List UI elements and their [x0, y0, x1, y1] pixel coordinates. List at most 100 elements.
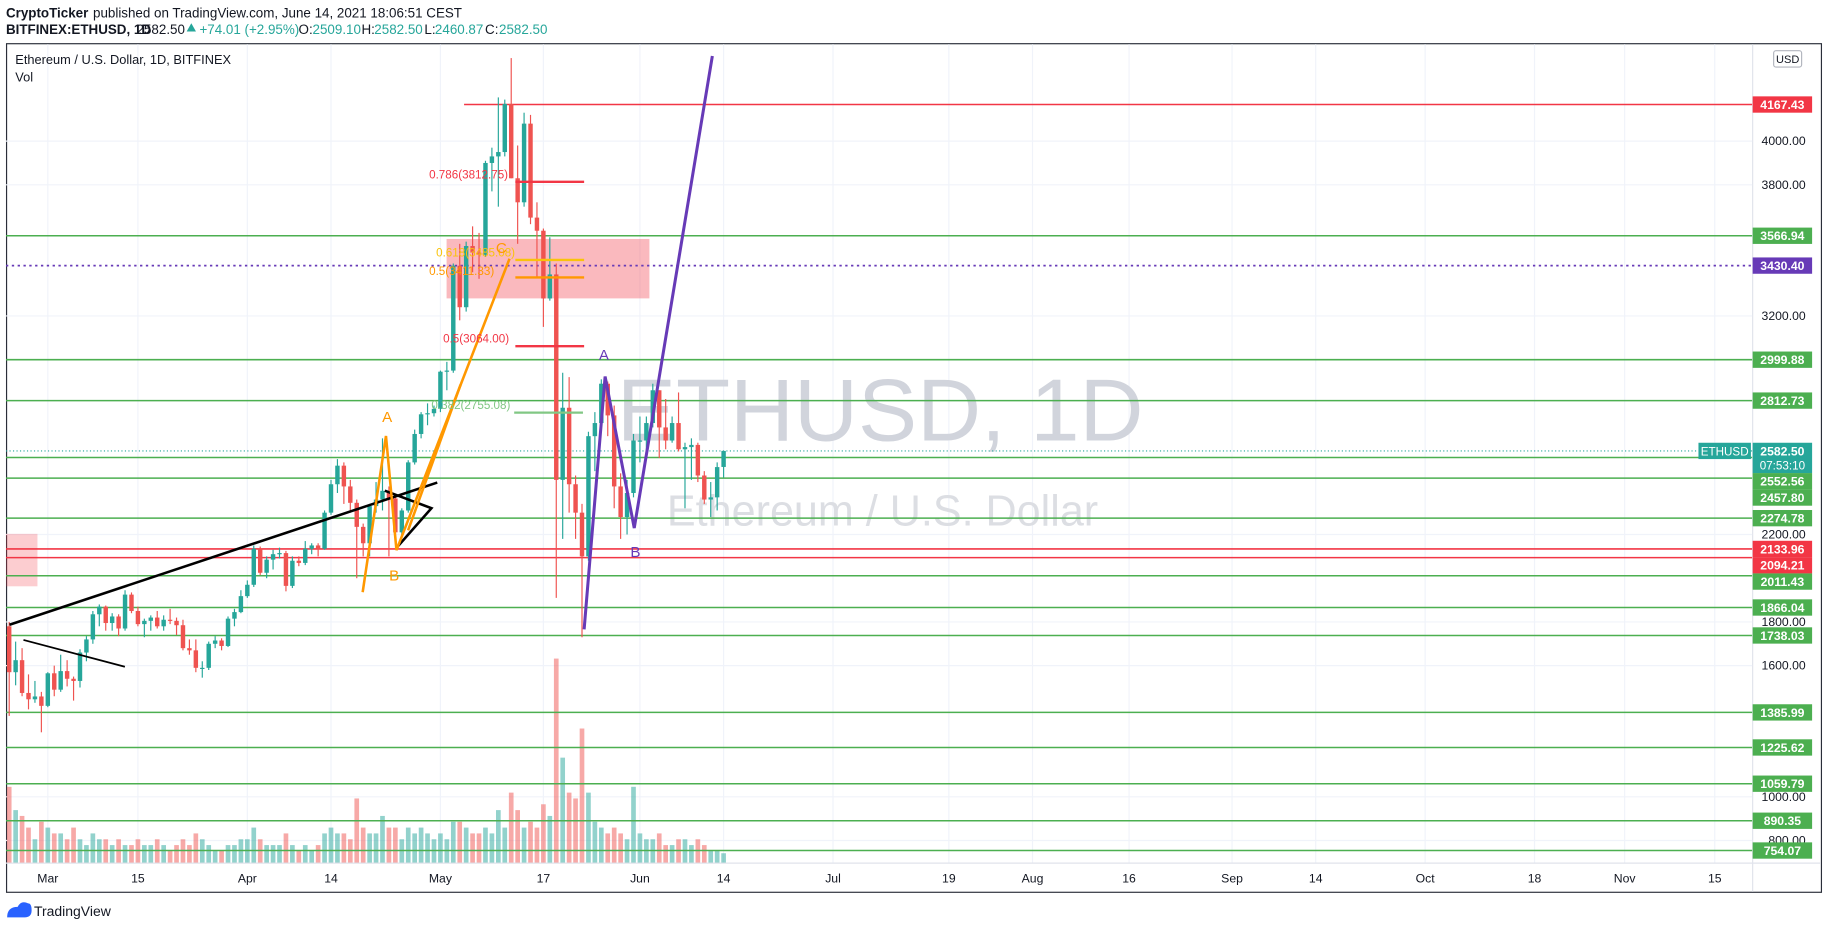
abc-pattern-leg [406, 384, 462, 531]
candle-body [496, 152, 501, 157]
volume-bar [302, 845, 308, 863]
candle-body [174, 620, 179, 626]
volume-bar [438, 833, 443, 863]
header-line-1: CryptoTicker published on TradingView.com… [6, 5, 462, 20]
volume-bar [90, 833, 96, 863]
volume-bar [528, 821, 533, 863]
volume-bar [515, 810, 520, 863]
header-line-2: BITFINEX:ETHUSD, 1D 2582.50 +74.01 (+2.9… [6, 22, 547, 37]
volume-bar [39, 821, 44, 863]
candle-body [71, 678, 76, 681]
candle-body [303, 548, 308, 563]
price-level-tag [1752, 540, 1813, 558]
candle-body [502, 103, 507, 153]
candle-body [360, 526, 366, 544]
volume-bar [541, 804, 546, 863]
close: 2582.50 [499, 22, 547, 37]
fib-label: 0.786(3812.75) [429, 168, 508, 181]
y-tick-label: 3800.00 [1762, 178, 1806, 192]
zone [5, 533, 38, 587]
candle-body [534, 217, 540, 231]
candle-body [624, 492, 630, 518]
x-tick-label: 14 [324, 871, 338, 885]
price-level-tag [1752, 489, 1813, 506]
candle-body [52, 673, 57, 690]
pattern-label: B [630, 544, 640, 561]
y-tick-label: 1600.00 [1762, 659, 1806, 673]
candle-body [412, 433, 417, 463]
price: 2582.50 [137, 22, 185, 37]
symbol-tag [1698, 442, 1751, 460]
volume-bar [631, 786, 636, 863]
volume-bar [122, 845, 128, 863]
candle-body [380, 490, 385, 500]
candle-body [586, 436, 591, 557]
candle-body [232, 612, 237, 619]
price-level-tag [1752, 739, 1813, 756]
volume-bar [573, 798, 578, 863]
candle-body [676, 423, 681, 450]
countdown-label: 07:53:10 [1760, 460, 1806, 473]
volume-bar [251, 827, 257, 863]
volume-bar [721, 853, 726, 863]
volume-bar [502, 827, 508, 863]
currency-button[interactable] [1773, 50, 1803, 68]
candle-body [367, 506, 372, 544]
high-label: H: [361, 22, 374, 37]
volume-bar [335, 833, 340, 863]
candle-body [32, 696, 38, 700]
ab-pattern [582, 55, 714, 630]
x-tick-label: 17 [537, 871, 551, 885]
x-tick-label: 15 [131, 871, 145, 885]
volume-bar [109, 845, 115, 863]
chart-frame [5, 43, 1823, 893]
watermark: ETHUSD, 1D Ethereum / U.S. Dollar [617, 361, 1144, 536]
price-level-label: 754.07 [1764, 844, 1802, 858]
price-level-label: 1225.62 [1760, 741, 1804, 755]
price-level-label: 2457.80 [1760, 491, 1804, 505]
candle-body [283, 553, 289, 586]
candle-body [238, 596, 244, 613]
volume-bar [656, 833, 662, 863]
last-price-label: 2582.50 [1760, 444, 1804, 458]
y-tick-label: 4000.00 [1762, 134, 1806, 148]
volume-bar [341, 833, 347, 863]
price-level-tag [1752, 96, 1813, 113]
volume-label: Vol [15, 70, 33, 85]
candle-body [58, 671, 63, 690]
volume-bar [264, 845, 269, 863]
candle-body [129, 594, 134, 612]
candle-body [193, 650, 199, 668]
price-level-label: 3430.40 [1760, 259, 1804, 273]
volume-bar [225, 845, 231, 863]
logo [7, 902, 32, 918]
candle-body [521, 123, 527, 203]
currency[interactable]: USD [1776, 54, 1799, 66]
last-price-tag [1752, 442, 1813, 474]
change: +74.01 (+2.95%) [199, 22, 299, 37]
candle-body [386, 490, 392, 499]
y-tick-label: 1800.00 [1762, 615, 1806, 629]
candle-body [116, 616, 121, 629]
volume-bar [508, 792, 514, 863]
candle-body [579, 512, 585, 557]
candle-body [135, 611, 141, 625]
candle-body [225, 618, 231, 646]
volume-bar [470, 833, 475, 863]
volume-bar [232, 845, 237, 863]
price-level-label: 2552.56 [1760, 475, 1804, 489]
volume-bar [148, 845, 154, 863]
candle-body [451, 265, 456, 371]
volume-bar [315, 845, 321, 863]
candle-body [290, 560, 295, 586]
volume-bar [701, 845, 707, 863]
candle-body [463, 246, 469, 308]
volume-bar [618, 833, 623, 863]
levels [5, 103, 1753, 852]
volume-bar [547, 815, 553, 863]
volume-bar [283, 833, 289, 863]
candle-body [13, 660, 18, 673]
price-level-tag [1752, 599, 1813, 616]
x-tick-label: Aug [1022, 871, 1044, 885]
